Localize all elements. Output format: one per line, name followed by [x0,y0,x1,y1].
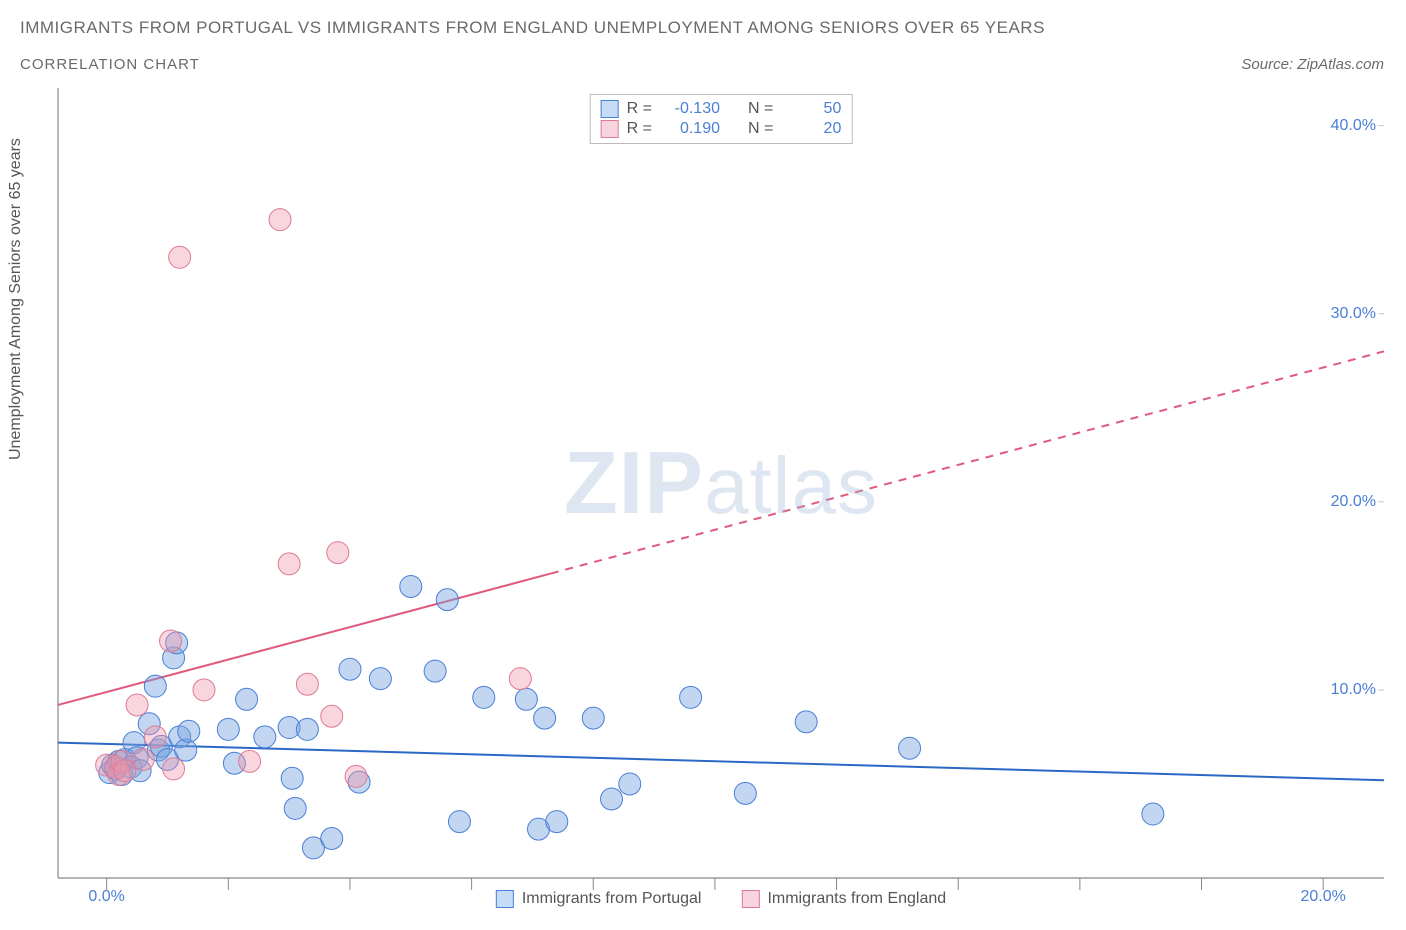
swatch-england [741,890,759,908]
legend-series: Immigrants from Portugal Immigrants from… [496,890,946,908]
n-label: N = [748,100,773,118]
y-tick-label: 20.0% [1331,493,1376,511]
r-value-portugal: -0.130 [660,100,720,118]
source-name: ZipAtlas.com [1297,56,1384,73]
page-subtitle: CORRELATION CHART [20,56,200,73]
y-axis-label: Unemployment Among Seniors over 65 years [7,138,25,460]
legend-item-portugal: Immigrants from Portugal [496,890,702,908]
scatter-plot: ZIPatlas R = -0.130 N = 50 R = 0.190 N =… [58,88,1384,878]
swatch-portugal [496,890,514,908]
x-tick-label: 0.0% [88,888,124,906]
legend-label-england: Immigrants from England [767,890,946,908]
legend-row-portugal: R = -0.130 N = 50 [601,99,842,119]
legend-label-portugal: Immigrants from Portugal [522,890,702,908]
r-label: R = [627,120,652,138]
x-tick-label: 20.0% [1300,888,1345,906]
source-prefix: Source: [1241,56,1297,73]
legend-correlation-box: R = -0.130 N = 50 R = 0.190 N = 20 [590,94,853,144]
n-label: N = [748,120,773,138]
y-tick-label: 40.0% [1331,117,1376,135]
swatch-england [601,120,619,138]
n-value-portugal: 50 [781,100,841,118]
source-credit: Source: ZipAtlas.com [1241,56,1384,73]
legend-row-england: R = 0.190 N = 20 [601,119,842,139]
page-title: IMMIGRANTS FROM PORTUGAL VS IMMIGRANTS F… [20,18,1045,38]
swatch-portugal [601,100,619,118]
legend-item-england: Immigrants from England [741,890,946,908]
plot-svg [58,88,1384,878]
r-label: R = [627,100,652,118]
r-value-england: 0.190 [660,120,720,138]
y-tick-label: 10.0% [1331,681,1376,699]
y-tick-label: 30.0% [1331,305,1376,323]
n-value-england: 20 [781,120,841,138]
